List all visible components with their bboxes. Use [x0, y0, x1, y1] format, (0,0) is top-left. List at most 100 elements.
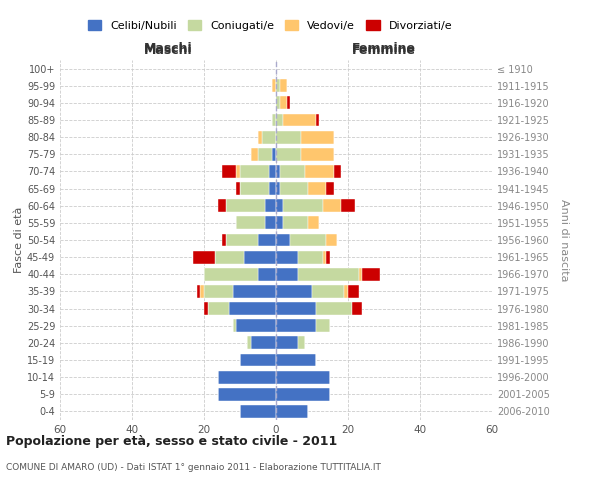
- Bar: [258, 234, 276, 246]
- Bar: [258, 130, 262, 143]
- Text: Popolazione per età, sesso e stato civile - 2011: Popolazione per età, sesso e stato civil…: [6, 434, 337, 448]
- Bar: [200, 285, 204, 298]
- Bar: [215, 250, 244, 264]
- Bar: [283, 114, 316, 126]
- Bar: [193, 250, 215, 264]
- Bar: [197, 285, 200, 298]
- Bar: [276, 96, 280, 110]
- Bar: [276, 165, 280, 178]
- Y-axis label: Fasce di età: Fasce di età: [14, 207, 24, 273]
- Bar: [276, 405, 308, 418]
- Bar: [276, 354, 316, 366]
- Bar: [308, 182, 326, 195]
- Bar: [276, 370, 330, 384]
- Bar: [280, 165, 305, 178]
- Bar: [204, 285, 233, 298]
- Bar: [218, 388, 276, 400]
- Bar: [208, 302, 229, 315]
- Bar: [226, 200, 265, 212]
- Bar: [276, 216, 283, 230]
- Bar: [276, 285, 312, 298]
- Bar: [316, 302, 352, 315]
- Bar: [276, 336, 298, 349]
- Bar: [265, 200, 276, 212]
- Bar: [326, 182, 334, 195]
- Bar: [265, 216, 276, 230]
- Bar: [287, 96, 290, 110]
- Bar: [352, 302, 362, 315]
- Bar: [276, 320, 316, 332]
- Bar: [276, 302, 316, 315]
- Bar: [276, 182, 280, 195]
- Bar: [272, 114, 276, 126]
- Bar: [298, 250, 323, 264]
- Bar: [269, 165, 276, 178]
- Text: Femmine: Femmine: [352, 44, 416, 58]
- Text: Femmine: Femmine: [352, 42, 416, 55]
- Text: Maschi: Maschi: [143, 42, 193, 55]
- Bar: [276, 388, 330, 400]
- Bar: [272, 80, 276, 92]
- Bar: [312, 285, 344, 298]
- Bar: [218, 200, 226, 212]
- Bar: [251, 148, 258, 160]
- Bar: [204, 302, 208, 315]
- Bar: [222, 165, 236, 178]
- Y-axis label: Anni di nascita: Anni di nascita: [559, 198, 569, 281]
- Bar: [323, 200, 341, 212]
- Bar: [280, 80, 287, 92]
- Bar: [326, 234, 337, 246]
- Bar: [316, 114, 319, 126]
- Bar: [341, 200, 355, 212]
- Bar: [258, 268, 276, 280]
- Bar: [276, 80, 280, 92]
- Bar: [283, 200, 323, 212]
- Bar: [316, 320, 330, 332]
- Bar: [233, 285, 276, 298]
- Bar: [204, 268, 258, 280]
- Bar: [283, 216, 308, 230]
- Bar: [240, 165, 269, 178]
- Bar: [240, 182, 269, 195]
- Bar: [226, 234, 258, 246]
- Bar: [344, 285, 348, 298]
- Bar: [276, 148, 301, 160]
- Bar: [301, 130, 334, 143]
- Legend: Celibi/Nubili, Coniugati/e, Vedovi/e, Divorziati/e: Celibi/Nubili, Coniugati/e, Vedovi/e, Di…: [83, 16, 457, 35]
- Bar: [290, 234, 326, 246]
- Bar: [326, 250, 330, 264]
- Bar: [276, 234, 290, 246]
- Bar: [240, 354, 276, 366]
- Bar: [236, 182, 240, 195]
- Bar: [280, 96, 287, 110]
- Bar: [305, 165, 334, 178]
- Bar: [236, 216, 265, 230]
- Bar: [247, 336, 251, 349]
- Bar: [222, 234, 226, 246]
- Bar: [348, 285, 359, 298]
- Bar: [308, 216, 319, 230]
- Bar: [229, 302, 276, 315]
- Bar: [301, 148, 334, 160]
- Bar: [218, 370, 276, 384]
- Bar: [272, 148, 276, 160]
- Bar: [258, 148, 272, 160]
- Bar: [359, 268, 362, 280]
- Bar: [280, 182, 308, 195]
- Bar: [236, 165, 240, 178]
- Bar: [236, 320, 276, 332]
- Text: COMUNE DI AMARO (UD) - Dati ISTAT 1° gennaio 2011 - Elaborazione TUTTITALIA.IT: COMUNE DI AMARO (UD) - Dati ISTAT 1° gen…: [6, 464, 381, 472]
- Bar: [362, 268, 380, 280]
- Bar: [334, 165, 341, 178]
- Bar: [276, 114, 283, 126]
- Bar: [240, 405, 276, 418]
- Text: Maschi: Maschi: [143, 44, 193, 58]
- Bar: [262, 130, 276, 143]
- Bar: [276, 250, 298, 264]
- Bar: [276, 268, 298, 280]
- Bar: [251, 336, 276, 349]
- Bar: [244, 250, 276, 264]
- Bar: [298, 336, 305, 349]
- Bar: [298, 268, 359, 280]
- Bar: [276, 200, 283, 212]
